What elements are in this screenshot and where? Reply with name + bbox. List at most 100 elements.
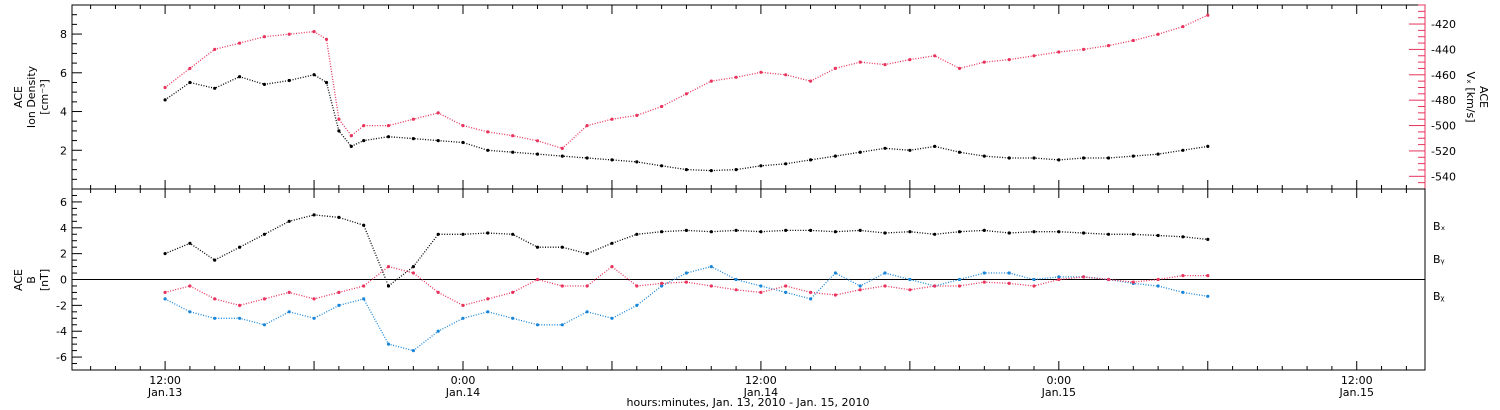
density-trace	[164, 74, 1208, 172]
vx-point	[511, 134, 515, 138]
by-point	[1057, 275, 1061, 279]
density-point	[349, 144, 353, 148]
vx-tick-label: -500	[1431, 120, 1456, 133]
bottom-panel-data	[163, 213, 1210, 353]
x-tick-label-date: Jan.15	[1041, 386, 1076, 399]
density-point	[1181, 148, 1185, 152]
y-tick-label: 4	[60, 106, 67, 119]
vx-axis: -540 -520 -500 -480 -460 -440 -420	[1409, 4, 1456, 190]
density-point	[635, 160, 639, 164]
bz-point	[1032, 284, 1036, 288]
density-point	[833, 154, 838, 158]
by-point	[362, 297, 366, 301]
bz-point	[585, 284, 589, 288]
x-axis-label: hours:minutes, Jan. 13, 2010 - Jan. 15, …	[627, 396, 870, 409]
x-tick-label-time: 12:00	[149, 374, 181, 387]
bx-point	[1032, 230, 1036, 234]
vx-point	[957, 66, 962, 70]
vx-point	[883, 63, 887, 67]
vx-point	[784, 73, 788, 77]
density-point	[1082, 156, 1086, 160]
bz-point	[610, 265, 614, 269]
bz-point	[982, 280, 986, 284]
x-tick-label-date: Jan.15	[1339, 386, 1374, 399]
bx-point	[1007, 231, 1011, 235]
density-axis-label-line3: [cm⁻³]	[38, 79, 51, 115]
vx-point	[461, 124, 465, 128]
bx-point	[337, 215, 341, 219]
bx-point	[461, 232, 465, 236]
bx-point	[1156, 233, 1160, 238]
bz-point	[386, 265, 391, 269]
bz-point	[188, 284, 192, 288]
bx-point	[585, 252, 589, 256]
by-point	[833, 271, 838, 275]
bz-point	[461, 303, 465, 307]
vx-tick-label: -480	[1431, 94, 1456, 107]
vx-point	[337, 117, 341, 121]
vx-point	[436, 111, 440, 115]
by-point	[486, 310, 490, 314]
bz-point	[287, 290, 291, 294]
bz-point	[337, 290, 341, 294]
bz-point	[784, 284, 788, 288]
bx-point	[1181, 235, 1185, 239]
by-point	[238, 316, 242, 320]
density-point	[362, 139, 366, 143]
vx-point	[709, 79, 713, 83]
vx-point	[1156, 32, 1160, 36]
y-tick-label: 2	[60, 144, 67, 157]
bx-point	[362, 223, 366, 227]
by-point	[585, 310, 589, 314]
density-point	[734, 168, 738, 172]
bx-point	[436, 232, 440, 236]
bz-point	[684, 280, 689, 284]
density-point	[1206, 144, 1210, 148]
y-tick-label: -2	[56, 299, 67, 312]
x-tick-label-date: Jan.13	[147, 386, 182, 399]
density-point	[511, 150, 515, 154]
density-point	[1106, 156, 1111, 160]
density-point	[1007, 156, 1011, 160]
by-point	[784, 290, 788, 294]
density-point	[1156, 152, 1160, 156]
bx-point	[709, 230, 713, 234]
density-point	[908, 148, 912, 152]
bz-point	[362, 284, 366, 288]
by-point	[386, 342, 391, 346]
by-point	[858, 284, 862, 288]
by-point	[1156, 284, 1160, 288]
density-point	[957, 150, 962, 154]
density-point	[287, 78, 291, 83]
bz-point	[262, 297, 266, 301]
vx-point	[560, 146, 564, 150]
density-point	[312, 73, 316, 77]
vx-point	[1131, 38, 1135, 43]
y-tick-label: 0	[60, 274, 67, 287]
bx-point	[1206, 237, 1210, 241]
vx-tick-label: -440	[1431, 43, 1456, 56]
y-tick-label: 6	[60, 196, 67, 209]
y-tick-label: -6	[56, 351, 67, 364]
x-tick-label-time: 0:00	[451, 374, 476, 387]
density-point	[188, 80, 192, 85]
by-point	[982, 271, 986, 275]
by-point	[213, 316, 217, 320]
vx-point	[1206, 13, 1210, 17]
vx-point	[933, 54, 937, 58]
density-point	[585, 156, 589, 160]
bx-trace	[164, 214, 1208, 288]
bz-point	[1206, 274, 1210, 278]
vx-point	[163, 85, 167, 90]
bz-point	[312, 297, 316, 301]
vx-point	[238, 41, 242, 45]
by-point	[734, 277, 738, 282]
density-point	[1131, 154, 1135, 158]
bz-point	[511, 290, 515, 294]
by-point	[511, 316, 515, 320]
top-panel-frame	[71, 4, 1426, 190]
bz-point	[833, 293, 838, 297]
vx-point	[759, 70, 763, 74]
bz-point	[660, 281, 664, 285]
